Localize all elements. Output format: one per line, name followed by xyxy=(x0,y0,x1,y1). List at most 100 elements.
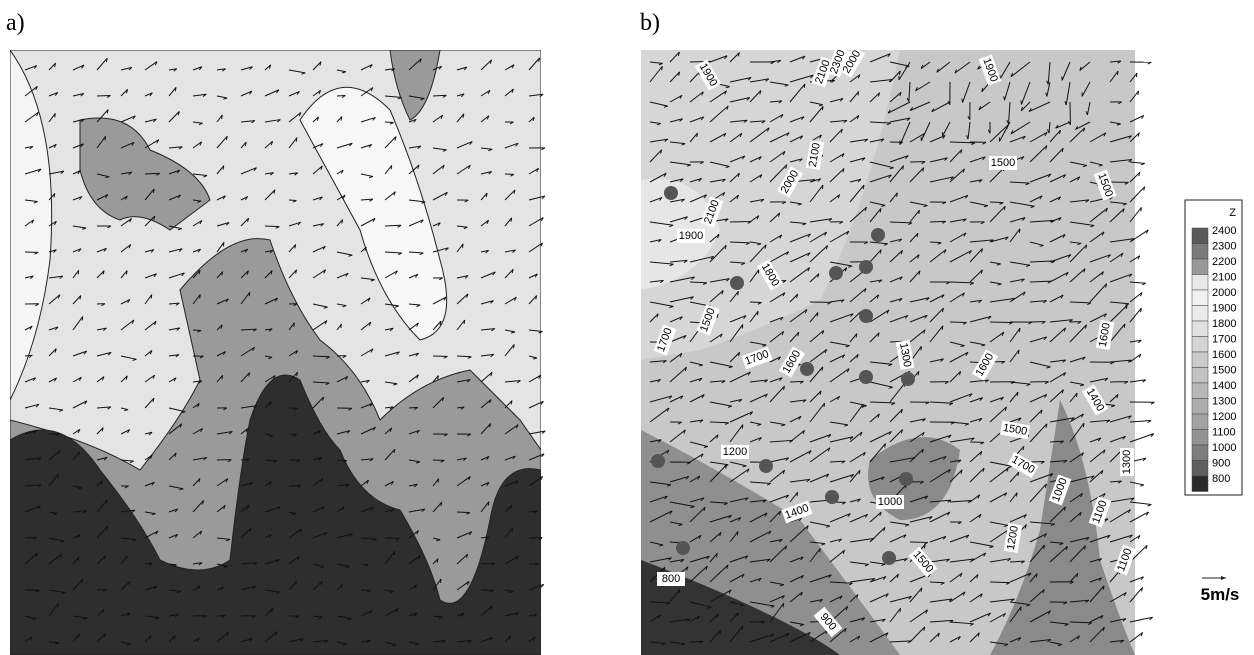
wind-vector-head xyxy=(863,404,864,408)
legend-label: 2000 xyxy=(1212,287,1236,299)
wind-vector-head xyxy=(1140,485,1144,486)
wind-vector-head xyxy=(822,185,823,189)
legend-swatch xyxy=(1192,368,1208,384)
legend-swatch xyxy=(1192,275,1208,291)
wind-vector xyxy=(790,381,803,382)
wind-vector-head xyxy=(737,531,738,535)
legend-swatch xyxy=(1192,228,1208,244)
wind-vector xyxy=(385,122,394,123)
wind-vector xyxy=(49,642,59,643)
wind-vector-head xyxy=(880,208,881,212)
wind-vector-head xyxy=(296,138,297,142)
legend-swatch xyxy=(1192,259,1208,275)
wind-vector-head xyxy=(1076,393,1077,397)
wind-vector-head xyxy=(1083,423,1084,427)
contour-label: 1300 xyxy=(1120,448,1134,476)
station-dot xyxy=(859,260,873,274)
wind-vector xyxy=(97,95,110,96)
contour-label: 1500 xyxy=(989,156,1017,170)
legend-swatch xyxy=(1192,383,1208,399)
panel-label: b) xyxy=(640,10,660,36)
legend-label: 1600 xyxy=(1212,349,1236,361)
legend-label: 1700 xyxy=(1212,333,1236,345)
station-dot xyxy=(859,370,873,384)
station-dot xyxy=(825,490,839,504)
wind-vector-head xyxy=(1017,493,1018,497)
station-dot xyxy=(730,276,744,290)
wind-vector-head xyxy=(512,528,513,532)
wind-vector-head xyxy=(897,193,898,197)
station-dot xyxy=(899,472,913,486)
wind-vector-head xyxy=(200,295,201,299)
legend-swatch xyxy=(1192,244,1208,260)
legend-swatch xyxy=(1192,306,1208,322)
wind-vector-head xyxy=(1138,91,1139,95)
wind-vector-head xyxy=(1021,100,1022,104)
legend-swatch xyxy=(1192,476,1208,492)
legend-label: 2200 xyxy=(1212,256,1236,268)
station-dot xyxy=(871,228,885,242)
wind-vector-head xyxy=(824,403,825,407)
wind-vector xyxy=(990,202,1003,203)
wind-vector-head xyxy=(79,452,80,456)
wind-vector-head xyxy=(919,210,920,214)
wind-vector-head xyxy=(79,634,80,638)
station-dot xyxy=(651,454,665,468)
wind-vector-head xyxy=(175,87,176,91)
wind-vector-head xyxy=(742,626,743,630)
wind-vector-head xyxy=(1019,229,1020,233)
wind-vector-head xyxy=(1020,328,1021,332)
wind-vector-head xyxy=(1021,607,1022,611)
wind-vector-head xyxy=(438,479,439,483)
wind-vector-head xyxy=(738,291,739,295)
wind-vector-head xyxy=(294,323,295,327)
wind-vector xyxy=(930,242,941,243)
legend-label: 1200 xyxy=(1212,411,1236,423)
figure: a) b) 1900210023002000190015001500200021… xyxy=(0,0,1254,655)
station-dot xyxy=(882,551,896,565)
contour-label-text: 1900 xyxy=(679,230,703,242)
legend-label: 1100 xyxy=(1212,426,1236,438)
wind-vector-head xyxy=(55,113,56,117)
legend-swatch xyxy=(1192,352,1208,368)
wind-vector-head xyxy=(488,502,489,506)
contour-label: 800 xyxy=(657,572,685,586)
wind-vector-head xyxy=(441,579,442,583)
wind-vector xyxy=(990,582,1010,583)
wind-vector-head xyxy=(341,324,342,328)
wind-vector-head xyxy=(1018,350,1019,354)
wind-vector-head xyxy=(900,608,901,612)
wind-vector-head xyxy=(662,66,663,70)
wind-vector xyxy=(730,221,751,222)
station-dot xyxy=(901,372,915,386)
station-dot xyxy=(676,541,690,555)
wind-vector xyxy=(950,322,967,323)
wind-vector-head xyxy=(511,218,512,222)
wind-vector-head xyxy=(742,324,743,328)
contour-label-text: 1500 xyxy=(991,157,1015,169)
station-dot xyxy=(759,459,773,473)
wind-vector-head xyxy=(962,99,963,103)
wind-vector-head xyxy=(783,603,784,607)
wind-vector-head xyxy=(742,425,743,429)
legend-label: 900 xyxy=(1212,457,1230,469)
legend-label: 1000 xyxy=(1212,442,1236,454)
wind-vector-head xyxy=(514,344,515,348)
legend-swatch xyxy=(1192,399,1208,415)
panel-label: a) xyxy=(6,10,25,36)
wind-vector-head xyxy=(58,474,59,478)
legend-label: 2400 xyxy=(1212,225,1236,237)
contour-label: 1200 xyxy=(721,445,749,459)
panel-a-map xyxy=(10,50,541,655)
contour-label-text: 1000 xyxy=(878,496,902,508)
legend-label: 1500 xyxy=(1212,364,1236,376)
legend-label: 800 xyxy=(1212,473,1230,485)
legend-swatch xyxy=(1192,414,1208,430)
wind-vector xyxy=(361,564,368,565)
wind-vector-head xyxy=(921,346,922,350)
wind-vector-head xyxy=(58,604,59,608)
contour-label-text: 1300 xyxy=(1121,450,1133,474)
wind-vector-head xyxy=(1136,73,1137,77)
wind-vector-head xyxy=(758,311,759,315)
legend-label: 1800 xyxy=(1212,318,1236,330)
